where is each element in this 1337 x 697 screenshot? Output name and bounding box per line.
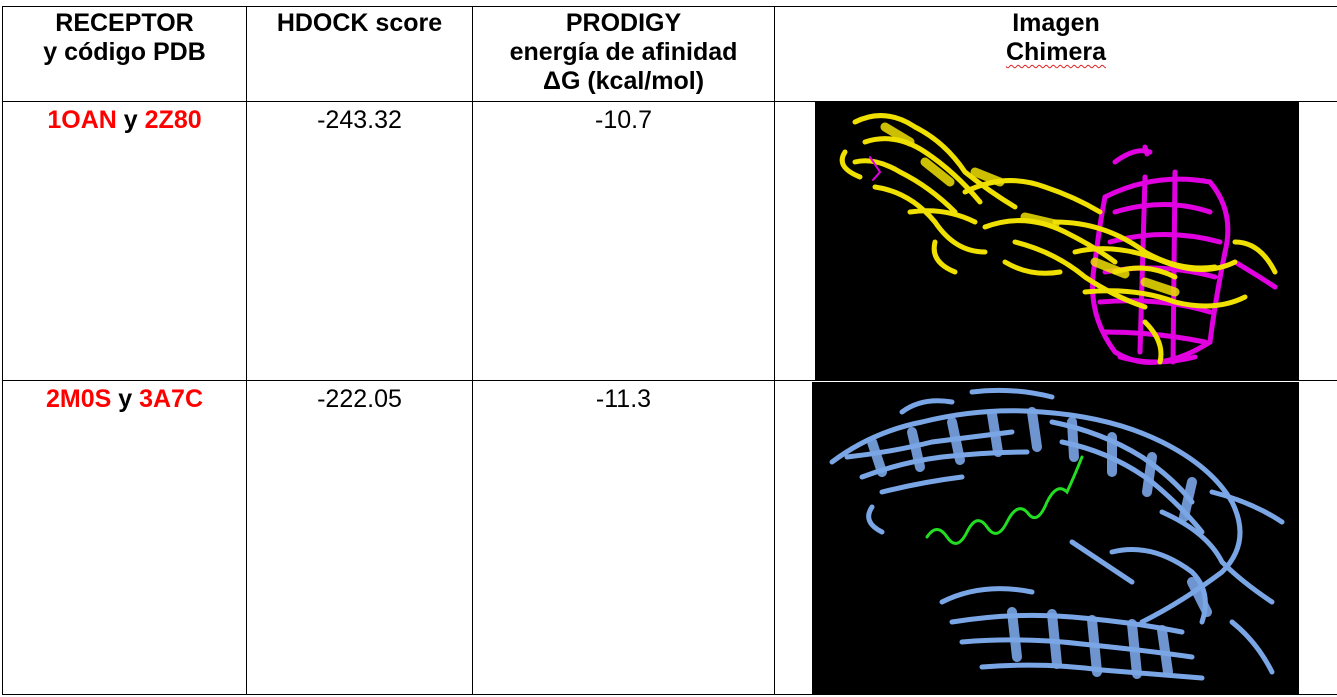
header-receptor-line2: y código PDB [43, 38, 206, 66]
connector-text: y [123, 106, 138, 134]
receptor-cell: 1OAN y 2Z80 [2, 101, 247, 381]
hdock-score-cell: -243.32 [246, 101, 473, 381]
header-hdock-label: HDOCK score [276, 9, 443, 37]
hdock-score: -222.05 [317, 385, 402, 413]
header-prodigy-line2: energía de afinidad [509, 38, 738, 66]
prodigy-dg-cell: -11.3 [472, 380, 775, 695]
header-receptor-line1: RECEPTOR [55, 9, 194, 37]
header-prodigy-line1: PRODIGY [565, 9, 682, 37]
chimera-structure-image [812, 382, 1299, 694]
protein-ribbon-2m0s-3a7c [829, 387, 1285, 681]
header-row: RECEPTOR y código PDB HDOCK score PRODIG… [2, 6, 1337, 102]
header-hdock: HDOCK score [246, 6, 473, 102]
hdock-score: -243.32 [317, 106, 402, 134]
ligand-code: 2Z80 [144, 106, 202, 134]
receptor-code: 2M0S [45, 385, 112, 413]
receptor-cell: 2M0S y 3A7C [2, 380, 247, 695]
header-prodigy: PRODIGY energía de afinidad ΔG (kcal/mol… [472, 6, 775, 102]
header-image-line2: Chimera [1005, 38, 1107, 66]
ligand-code: 3A7C [139, 385, 204, 413]
table-row: 1OAN y 2Z80 -243.32 -10.7 [2, 101, 1337, 381]
prodigy-dg-cell: -10.7 [472, 101, 775, 381]
prodigy-dg: -10.7 [595, 106, 652, 134]
chimera-image-cell [774, 380, 1337, 695]
protein-ribbon-1oan-2z80 [839, 113, 1278, 365]
header-image-line1: Imagen [1012, 9, 1100, 37]
hdock-score-cell: -222.05 [246, 380, 473, 695]
prodigy-dg: -11.3 [595, 385, 652, 413]
receptor-code: 1OAN [47, 106, 117, 134]
chimera-image-cell [774, 101, 1337, 381]
chimera-structure-image [815, 102, 1299, 380]
header-image: Imagen Chimera [774, 6, 1337, 102]
connector-text: y [118, 385, 133, 413]
header-prodigy-line3: ΔG (kcal/mol) [542, 67, 705, 95]
table-row: 2M0S y 3A7C -222.05 -11.3 [2, 380, 1337, 695]
docking-results-table: RECEPTOR y código PDB HDOCK score PRODIG… [2, 6, 1337, 695]
header-receptor: RECEPTOR y código PDB [2, 6, 247, 102]
